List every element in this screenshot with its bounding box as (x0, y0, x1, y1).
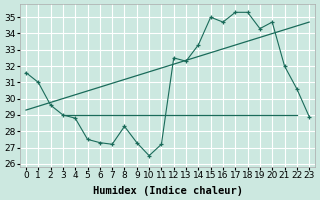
X-axis label: Humidex (Indice chaleur): Humidex (Indice chaleur) (92, 186, 243, 196)
